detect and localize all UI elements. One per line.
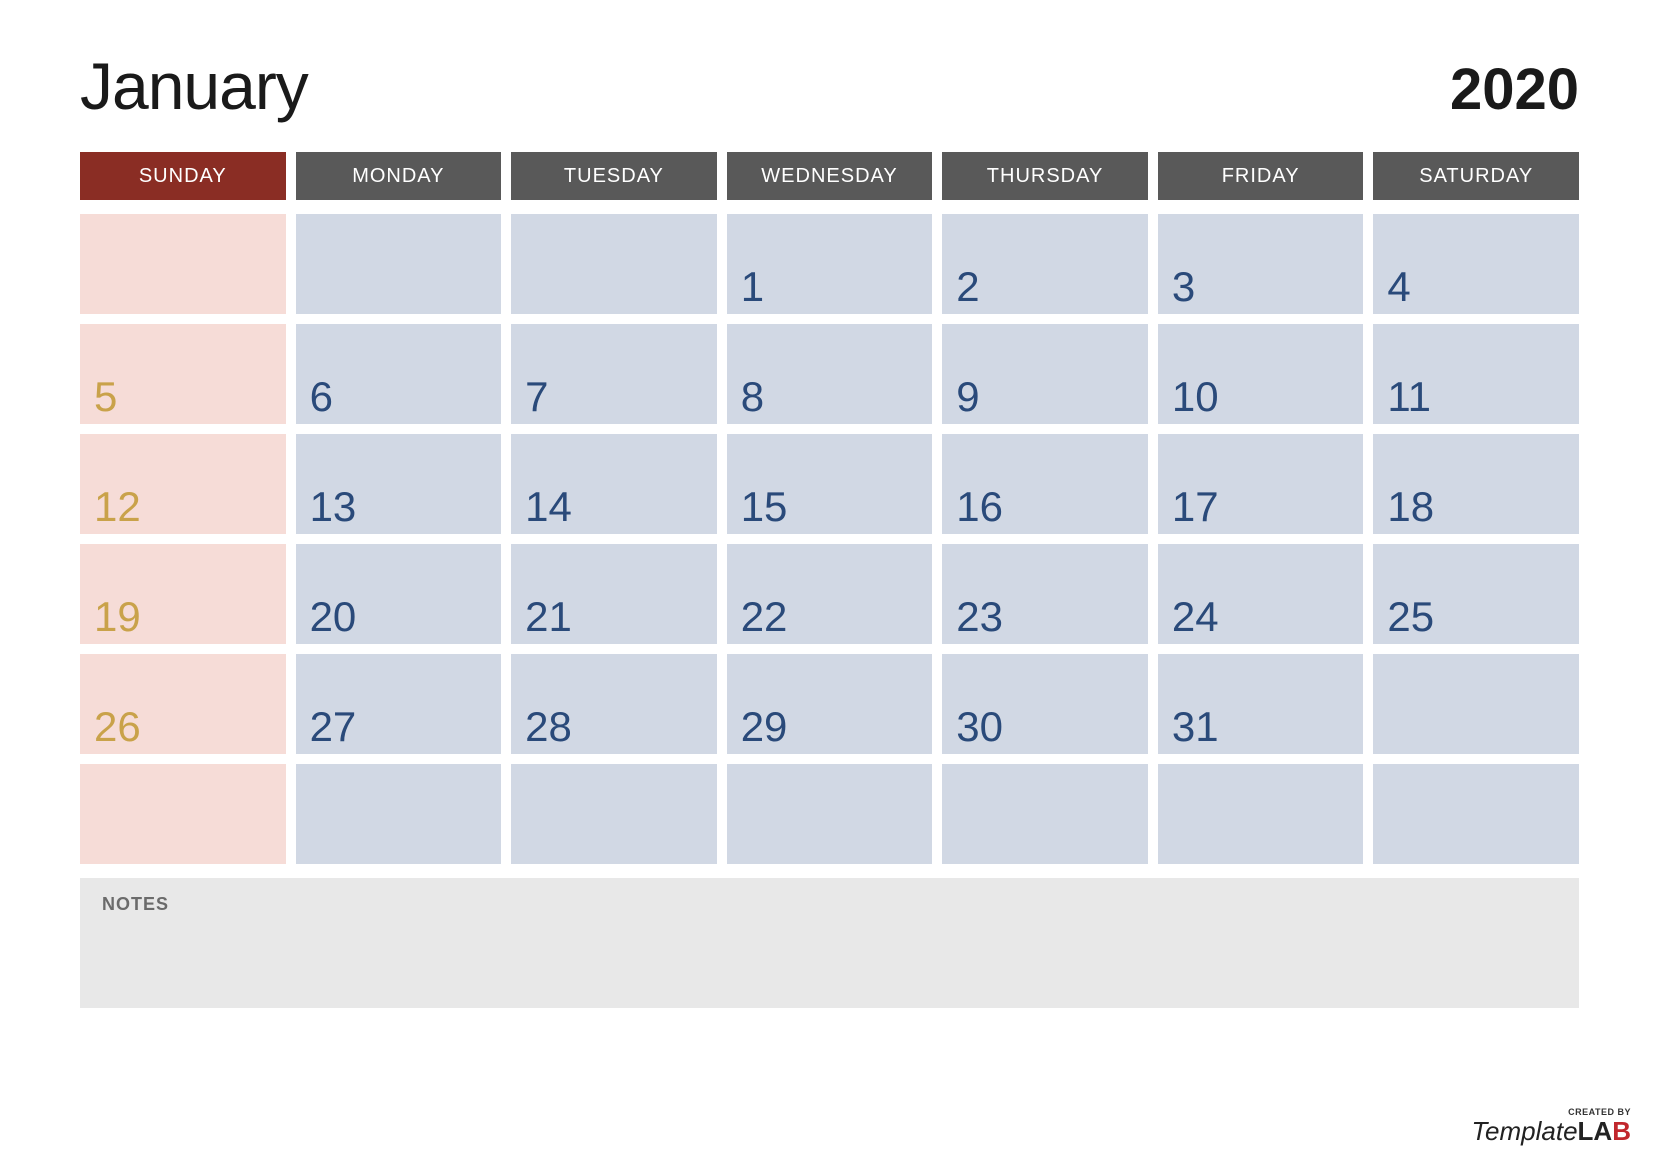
day-number: 16 xyxy=(956,486,1003,534)
calendar-cell xyxy=(1373,764,1579,864)
calendar-cell: 31 xyxy=(1158,654,1364,754)
day-header-thursday: THURSDAY xyxy=(942,152,1148,200)
day-number: 11 xyxy=(1387,376,1431,424)
day-number: 4 xyxy=(1387,266,1410,314)
day-number: 30 xyxy=(956,706,1003,754)
calendar-cell: 20 xyxy=(296,544,502,644)
calendar-cell: 3 xyxy=(1158,214,1364,314)
day-number: 6 xyxy=(310,376,333,424)
calendar-cell: 14 xyxy=(511,434,717,534)
calendar-cell: 28 xyxy=(511,654,717,754)
notes-section: NOTES xyxy=(80,878,1579,1008)
calendar-cell xyxy=(1373,654,1579,754)
day-number: 14 xyxy=(525,486,572,534)
calendar-header: January 2020 xyxy=(80,48,1579,124)
calendar-cell: 6 xyxy=(296,324,502,424)
day-number: 31 xyxy=(1172,706,1219,754)
day-header-friday: FRIDAY xyxy=(1158,152,1364,200)
calendar-cell xyxy=(511,764,717,864)
day-number: 7 xyxy=(525,376,548,424)
calendar-cell xyxy=(942,764,1148,864)
day-number: 8 xyxy=(741,376,764,424)
day-number: 20 xyxy=(310,596,357,644)
calendar-cell xyxy=(80,214,286,314)
watermark-red: B xyxy=(1612,1116,1631,1146)
calendar-cell xyxy=(511,214,717,314)
day-header-wednesday: WEDNESDAY xyxy=(727,152,933,200)
calendar-cell: 19 xyxy=(80,544,286,644)
calendar-cell: 13 xyxy=(296,434,502,534)
watermark: CREATED BY TemplateLAB xyxy=(1472,1108,1631,1144)
watermark-brand: TemplateLAB xyxy=(1472,1118,1631,1144)
calendar-cell: 10 xyxy=(1158,324,1364,424)
day-number: 29 xyxy=(741,706,788,754)
calendar-cell: 24 xyxy=(1158,544,1364,644)
calendar-cell: 11 xyxy=(1373,324,1579,424)
day-number: 3 xyxy=(1172,266,1195,314)
calendar-cell: 8 xyxy=(727,324,933,424)
calendar-cell xyxy=(1158,764,1364,864)
watermark-prefix: Template xyxy=(1472,1116,1578,1146)
calendar-cell: 22 xyxy=(727,544,933,644)
calendar-cell: 9 xyxy=(942,324,1148,424)
day-number: 28 xyxy=(525,706,572,754)
day-header-tuesday: TUESDAY xyxy=(511,152,717,200)
calendar-cell: 16 xyxy=(942,434,1148,534)
calendar-cell xyxy=(296,214,502,314)
calendar-cell: 18 xyxy=(1373,434,1579,534)
calendar-cell: 1 xyxy=(727,214,933,314)
day-number: 21 xyxy=(525,596,572,644)
day-number: 15 xyxy=(741,486,788,534)
calendar-cell: 26 xyxy=(80,654,286,754)
calendar-cell: 17 xyxy=(1158,434,1364,534)
day-number: 1 xyxy=(741,266,764,314)
day-number: 13 xyxy=(310,486,357,534)
day-number: 2 xyxy=(956,266,979,314)
day-number: 19 xyxy=(94,596,141,644)
calendar-cell: 21 xyxy=(511,544,717,644)
calendar-cell: 25 xyxy=(1373,544,1579,644)
day-headers-row: SUNDAYMONDAYTUESDAYWEDNESDAYTHURSDAYFRID… xyxy=(80,152,1579,200)
calendar-cell: 29 xyxy=(727,654,933,754)
calendar-cell: 27 xyxy=(296,654,502,754)
calendar-cell: 7 xyxy=(511,324,717,424)
calendar-grid: 1234567891011121314151617181920212223242… xyxy=(80,214,1579,864)
calendar-cell: 2 xyxy=(942,214,1148,314)
day-header-monday: MONDAY xyxy=(296,152,502,200)
day-number: 27 xyxy=(310,706,357,754)
notes-label: NOTES xyxy=(102,894,1557,915)
day-number: 26 xyxy=(94,706,141,754)
day-number: 24 xyxy=(1172,596,1219,644)
day-number: 22 xyxy=(741,596,788,644)
day-header-sunday: SUNDAY xyxy=(80,152,286,200)
day-number: 9 xyxy=(956,376,979,424)
watermark-bold: LA xyxy=(1578,1116,1613,1146)
day-number: 17 xyxy=(1172,486,1219,534)
year-title: 2020 xyxy=(1450,56,1579,123)
calendar-cell: 12 xyxy=(80,434,286,534)
day-number: 5 xyxy=(94,376,117,424)
calendar-cell xyxy=(727,764,933,864)
calendar-cell xyxy=(80,764,286,864)
day-number: 18 xyxy=(1387,486,1434,534)
calendar-cell: 5 xyxy=(80,324,286,424)
calendar-cell: 4 xyxy=(1373,214,1579,314)
day-number: 10 xyxy=(1172,376,1219,424)
calendar-cell: 23 xyxy=(942,544,1148,644)
calendar-cell xyxy=(296,764,502,864)
day-header-saturday: SATURDAY xyxy=(1373,152,1579,200)
calendar-cell: 30 xyxy=(942,654,1148,754)
calendar-cell: 15 xyxy=(727,434,933,534)
day-number: 12 xyxy=(94,486,141,534)
day-number: 25 xyxy=(1387,596,1434,644)
month-title: January xyxy=(80,48,308,124)
day-number: 23 xyxy=(956,596,1003,644)
